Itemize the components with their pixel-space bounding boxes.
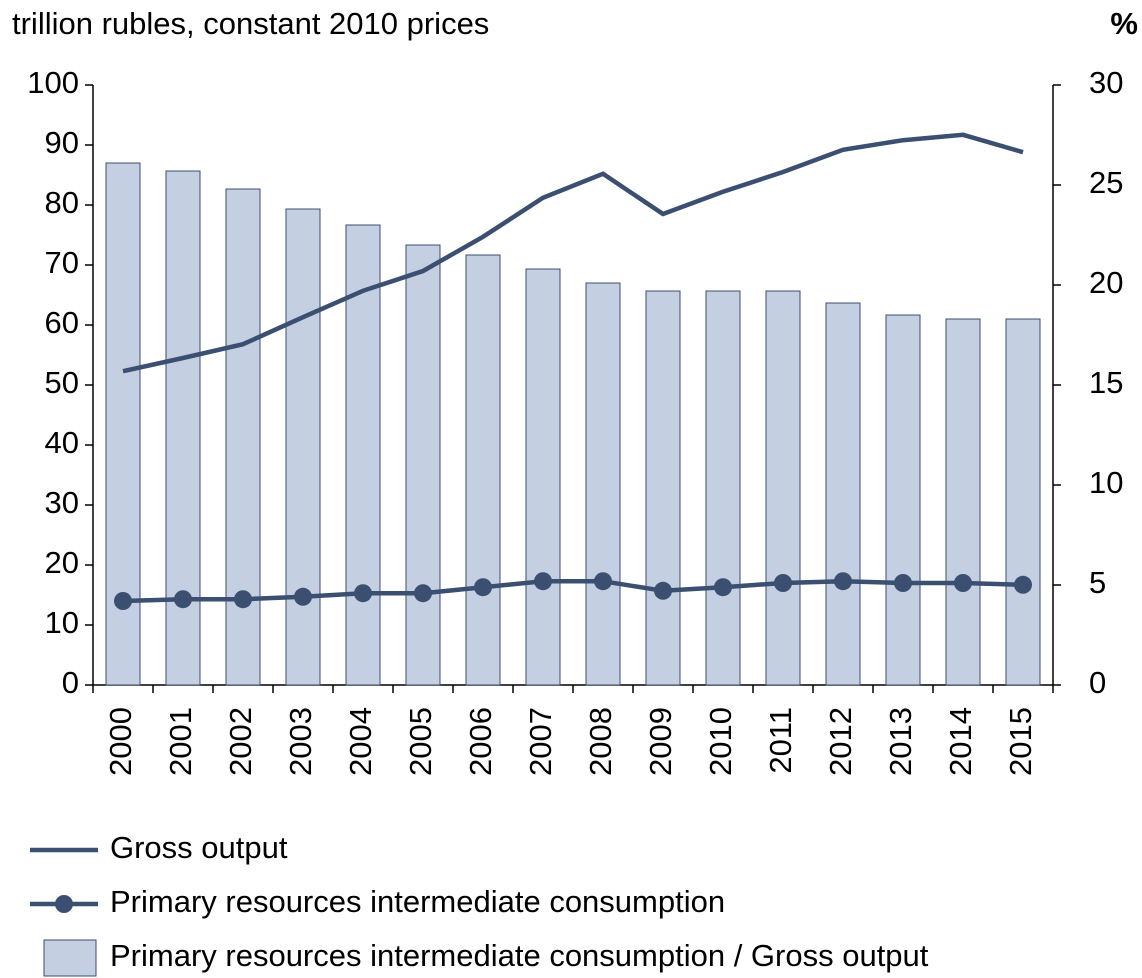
y-tick-label: 0 — [62, 665, 79, 700]
line — [122, 578, 1024, 604]
legend-marker — [55, 895, 73, 913]
marker — [594, 572, 612, 591]
x-tick-label: 2012 — [823, 707, 858, 776]
x-tick-label: 2001 — [163, 707, 198, 776]
marker — [294, 587, 312, 606]
legend-swatch — [43, 939, 97, 977]
y-tick-label: 60 — [45, 305, 79, 340]
y2-tick-label: 10 — [1089, 465, 1123, 500]
bar — [465, 254, 501, 686]
x-tick-label: 2006 — [463, 707, 498, 776]
legend-label: Primary resources intermediate consumpti… — [110, 884, 725, 919]
x-tick-label: 2003 — [283, 707, 318, 776]
bar — [345, 224, 381, 686]
x-tick-label: 2015 — [1003, 707, 1038, 776]
marker — [414, 584, 432, 603]
bar — [765, 290, 801, 686]
y-tick-label: 30 — [45, 485, 79, 520]
marker — [774, 574, 792, 592]
y2-tick-label: 25 — [1089, 165, 1123, 200]
legend-label: Primary resources intermediate consumpti… — [110, 938, 929, 973]
y-tick-label: 10 — [45, 605, 79, 640]
x-tick-label: 2000 — [103, 707, 138, 776]
x-tick-label: 2014 — [943, 707, 978, 776]
y-tick-label: 40 — [45, 425, 79, 460]
bar — [585, 282, 621, 686]
marker — [1014, 575, 1032, 594]
x-tick-label: 2007 — [523, 707, 558, 776]
marker — [654, 581, 672, 600]
y-tick-label: 100 — [27, 65, 79, 100]
bar — [885, 314, 921, 686]
bar — [825, 302, 861, 686]
line — [122, 132, 1024, 374]
x-tick-label: 2002 — [223, 707, 258, 776]
x-tick-label: 2005 — [403, 707, 438, 776]
marker — [474, 578, 492, 597]
marker — [114, 592, 132, 610]
marker — [714, 578, 732, 597]
bar — [705, 290, 741, 686]
x-tick-label: 2010 — [703, 707, 738, 776]
y-tick-label: 70 — [45, 245, 79, 280]
x-tick-label: 2008 — [583, 707, 618, 776]
x-tick-label: 2009 — [643, 707, 678, 776]
y-tick-label: 80 — [45, 185, 79, 220]
y2-tick-label: 0 — [1089, 665, 1106, 700]
marker — [174, 590, 192, 609]
chart-title: trillion rubles, constant 2010 prices — [12, 6, 489, 41]
legend-label: Gross output — [110, 830, 288, 865]
bar — [225, 188, 261, 686]
x-tick-label: 2013 — [883, 707, 918, 776]
y2-tick-label: 30 — [1089, 65, 1123, 100]
bar — [1005, 318, 1041, 686]
y-tick-label: 90 — [45, 125, 79, 160]
marker — [834, 572, 852, 591]
marker — [954, 574, 972, 592]
x-tick-label: 2004 — [343, 707, 378, 776]
y-tick-label: 50 — [45, 365, 79, 400]
bar — [285, 208, 321, 686]
y2-tick-label: 15 — [1089, 365, 1123, 400]
y-tick-label: 20 — [45, 545, 79, 580]
y2-axis-label: % — [1110, 6, 1138, 41]
bar — [405, 244, 441, 686]
bar — [525, 268, 561, 686]
bar — [945, 318, 981, 686]
y2-tick-label: 5 — [1089, 565, 1106, 600]
marker — [234, 590, 252, 609]
marker — [894, 574, 912, 592]
y2-tick-label: 20 — [1089, 265, 1123, 300]
x-tick-label: 2011 — [763, 707, 798, 774]
bar — [645, 290, 681, 686]
marker — [534, 572, 552, 591]
marker — [354, 584, 372, 603]
